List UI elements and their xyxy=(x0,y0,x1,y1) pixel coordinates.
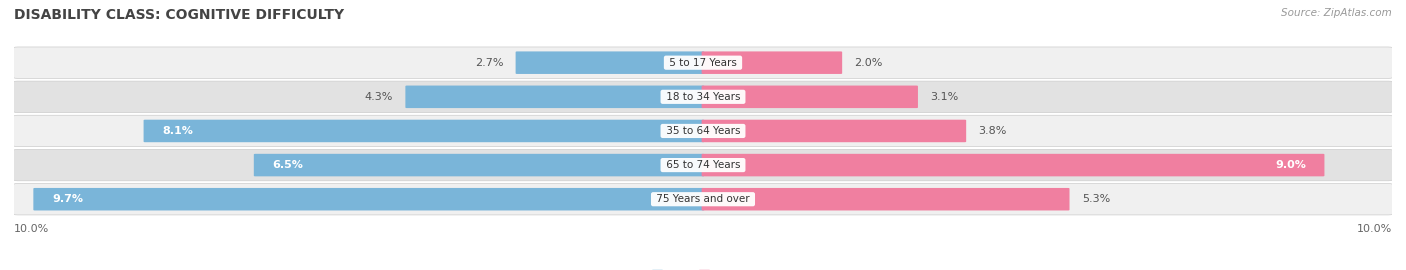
FancyBboxPatch shape xyxy=(702,51,842,74)
FancyBboxPatch shape xyxy=(405,86,704,108)
Legend: Male, Female: Male, Female xyxy=(647,266,759,270)
Text: 75 Years and over: 75 Years and over xyxy=(652,194,754,204)
FancyBboxPatch shape xyxy=(13,184,1393,215)
Text: 5 to 17 Years: 5 to 17 Years xyxy=(666,58,740,68)
Text: 4.3%: 4.3% xyxy=(364,92,392,102)
Text: 9.0%: 9.0% xyxy=(1275,160,1306,170)
FancyBboxPatch shape xyxy=(702,154,1324,176)
Text: 10.0%: 10.0% xyxy=(1357,224,1392,234)
Text: 5.3%: 5.3% xyxy=(1083,194,1111,204)
Text: DISABILITY CLASS: COGNITIVE DIFFICULTY: DISABILITY CLASS: COGNITIVE DIFFICULTY xyxy=(14,8,344,22)
FancyBboxPatch shape xyxy=(516,51,704,74)
FancyBboxPatch shape xyxy=(13,81,1393,113)
Text: Source: ZipAtlas.com: Source: ZipAtlas.com xyxy=(1281,8,1392,18)
Text: 9.7%: 9.7% xyxy=(52,194,83,204)
Text: 3.1%: 3.1% xyxy=(931,92,959,102)
Text: 2.7%: 2.7% xyxy=(475,58,503,68)
FancyBboxPatch shape xyxy=(13,47,1393,78)
FancyBboxPatch shape xyxy=(34,188,704,211)
FancyBboxPatch shape xyxy=(702,120,966,142)
Text: 8.1%: 8.1% xyxy=(162,126,193,136)
Text: 3.8%: 3.8% xyxy=(979,126,1007,136)
FancyBboxPatch shape xyxy=(702,188,1070,211)
Text: 2.0%: 2.0% xyxy=(855,58,883,68)
FancyBboxPatch shape xyxy=(702,86,918,108)
FancyBboxPatch shape xyxy=(13,149,1393,181)
Text: 10.0%: 10.0% xyxy=(14,224,49,234)
Text: 6.5%: 6.5% xyxy=(273,160,304,170)
FancyBboxPatch shape xyxy=(143,120,704,142)
FancyBboxPatch shape xyxy=(254,154,704,176)
Text: 18 to 34 Years: 18 to 34 Years xyxy=(662,92,744,102)
Text: 65 to 74 Years: 65 to 74 Years xyxy=(662,160,744,170)
FancyBboxPatch shape xyxy=(13,115,1393,147)
Text: 35 to 64 Years: 35 to 64 Years xyxy=(662,126,744,136)
